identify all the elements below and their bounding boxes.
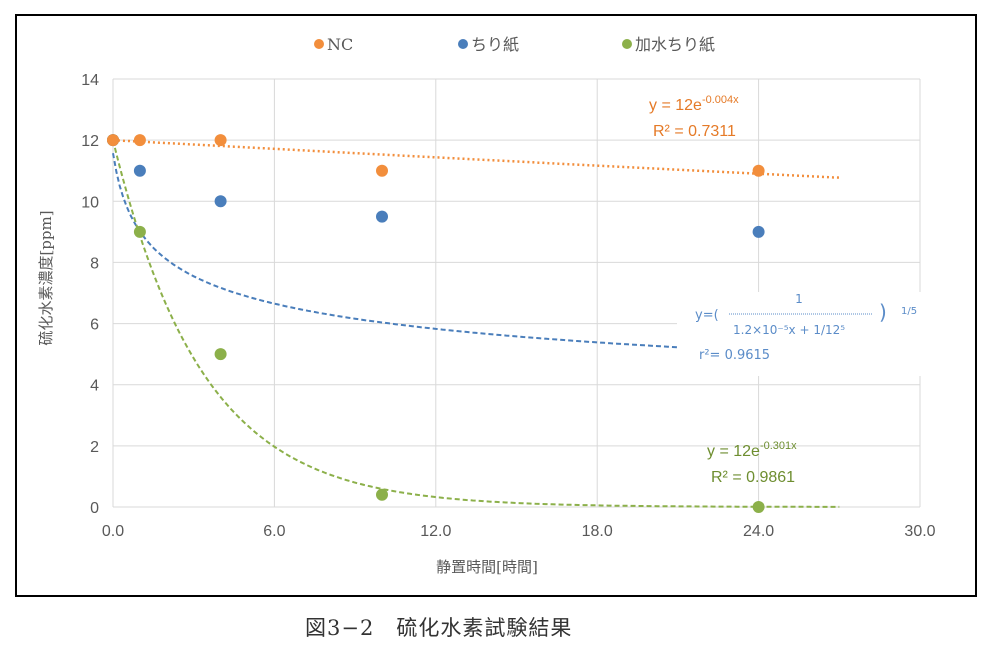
chiri-r2: r²= 0.9615 <box>699 348 770 363</box>
trendline-series-1 <box>112 138 840 179</box>
chiri-eq-power: 1/5 <box>901 306 917 317</box>
legend-marker-series-3 <box>622 39 632 49</box>
legend-label-series-3: 加水ちり紙 <box>635 35 715 54</box>
point-series-2 <box>214 195 227 208</box>
data-points <box>107 134 765 513</box>
legend-label-series-2: ちり紙 <box>471 35 519 54</box>
chart-svg: 0 2 4 6 8 10 12 14 0.0 6.0 12.0 18.0 24.0 30.0 NC ちり紙 加… <box>37 35 936 576</box>
chiri-eq-denominator: 1.2×10⁻⁵x + 1/12⁵ <box>733 323 845 337</box>
legend-label-series-1: NC <box>327 35 353 54</box>
point-series-1 <box>107 134 119 147</box>
chiri-eq-right: ) <box>879 300 887 324</box>
point-series-3 <box>376 488 388 501</box>
legend-marker-series-2 <box>458 39 468 49</box>
y-tick-label: 6 <box>90 317 99 334</box>
x-axis-title: 静置時間[時間] <box>436 558 538 576</box>
y-tick-label: 14 <box>81 72 99 89</box>
x-tick-label: 24.0 <box>743 523 774 540</box>
tick-labels: 0 2 4 6 8 10 12 14 0.0 6.0 12.0 18.0 24.0 30.0 <box>81 72 935 540</box>
point-series-1 <box>214 134 227 147</box>
chiri-eq-numerator: 1 <box>795 292 803 306</box>
point-series-3 <box>133 225 146 238</box>
x-tick-label: 18.0 <box>582 523 613 540</box>
point-series-3 <box>752 501 765 513</box>
y-tick-label: 4 <box>90 378 99 395</box>
kasui-r2: R² = 0.9861 <box>711 469 795 486</box>
nc-eq-exponent: -0.004x <box>702 94 739 106</box>
y-tick-label: 10 <box>81 194 99 211</box>
kasui-equation: y = 12e-0.301x R² = 0.9861 <box>707 440 797 486</box>
y-axis-title: 硫化水素濃度[ppm] <box>37 210 55 345</box>
y-tick-label: 12 <box>81 133 99 150</box>
point-series-2 <box>752 225 765 238</box>
kasui-eq-prefix: y = 12e <box>707 443 760 460</box>
y-tick-label: 8 <box>90 255 99 272</box>
nc-equation: y = 12e-0.004x R² = 0.7311 <box>649 94 739 140</box>
svg-text:y = 12e-0.004x: y = 12e-0.004x <box>649 94 739 114</box>
point-series-2 <box>133 164 146 177</box>
point-series-3 <box>214 348 227 361</box>
figure-caption: 図3−2 硫化水素試験結果 <box>305 616 573 640</box>
kasui-eq-exponent: -0.301x <box>760 440 797 452</box>
chiri-eq-left: y=( <box>695 308 719 323</box>
svg-text:y = 12e-0.301x: y = 12e-0.301x <box>707 440 797 460</box>
x-tick-label: 12.0 <box>420 523 451 540</box>
x-tick-label: 6.0 <box>263 523 285 540</box>
point-series-2 <box>376 210 388 223</box>
legend-marker-series-1 <box>314 39 324 49</box>
chart-frame: 0 2 4 6 8 10 12 14 0.0 6.0 12.0 18.0 24.0 30.0 NC ちり紙 加… <box>15 14 977 597</box>
point-series-1 <box>752 164 765 177</box>
legend: NC ちり紙 加水ちり紙 <box>314 35 715 54</box>
nc-r2: R² = 0.7311 <box>653 123 736 140</box>
x-tick-label: 30.0 <box>904 523 935 540</box>
x-tick-label: 0.0 <box>102 523 124 540</box>
chiri-equation: y=( 1 1.2×10⁻⁵x + 1/12⁵ ) 1/5 r²= 0.9615 <box>677 292 921 376</box>
nc-eq-prefix: y = 12e <box>649 97 702 114</box>
y-tick-label: 2 <box>90 439 99 456</box>
point-series-1 <box>376 164 388 177</box>
point-series-1 <box>133 134 146 147</box>
y-tick-label: 0 <box>90 500 99 517</box>
